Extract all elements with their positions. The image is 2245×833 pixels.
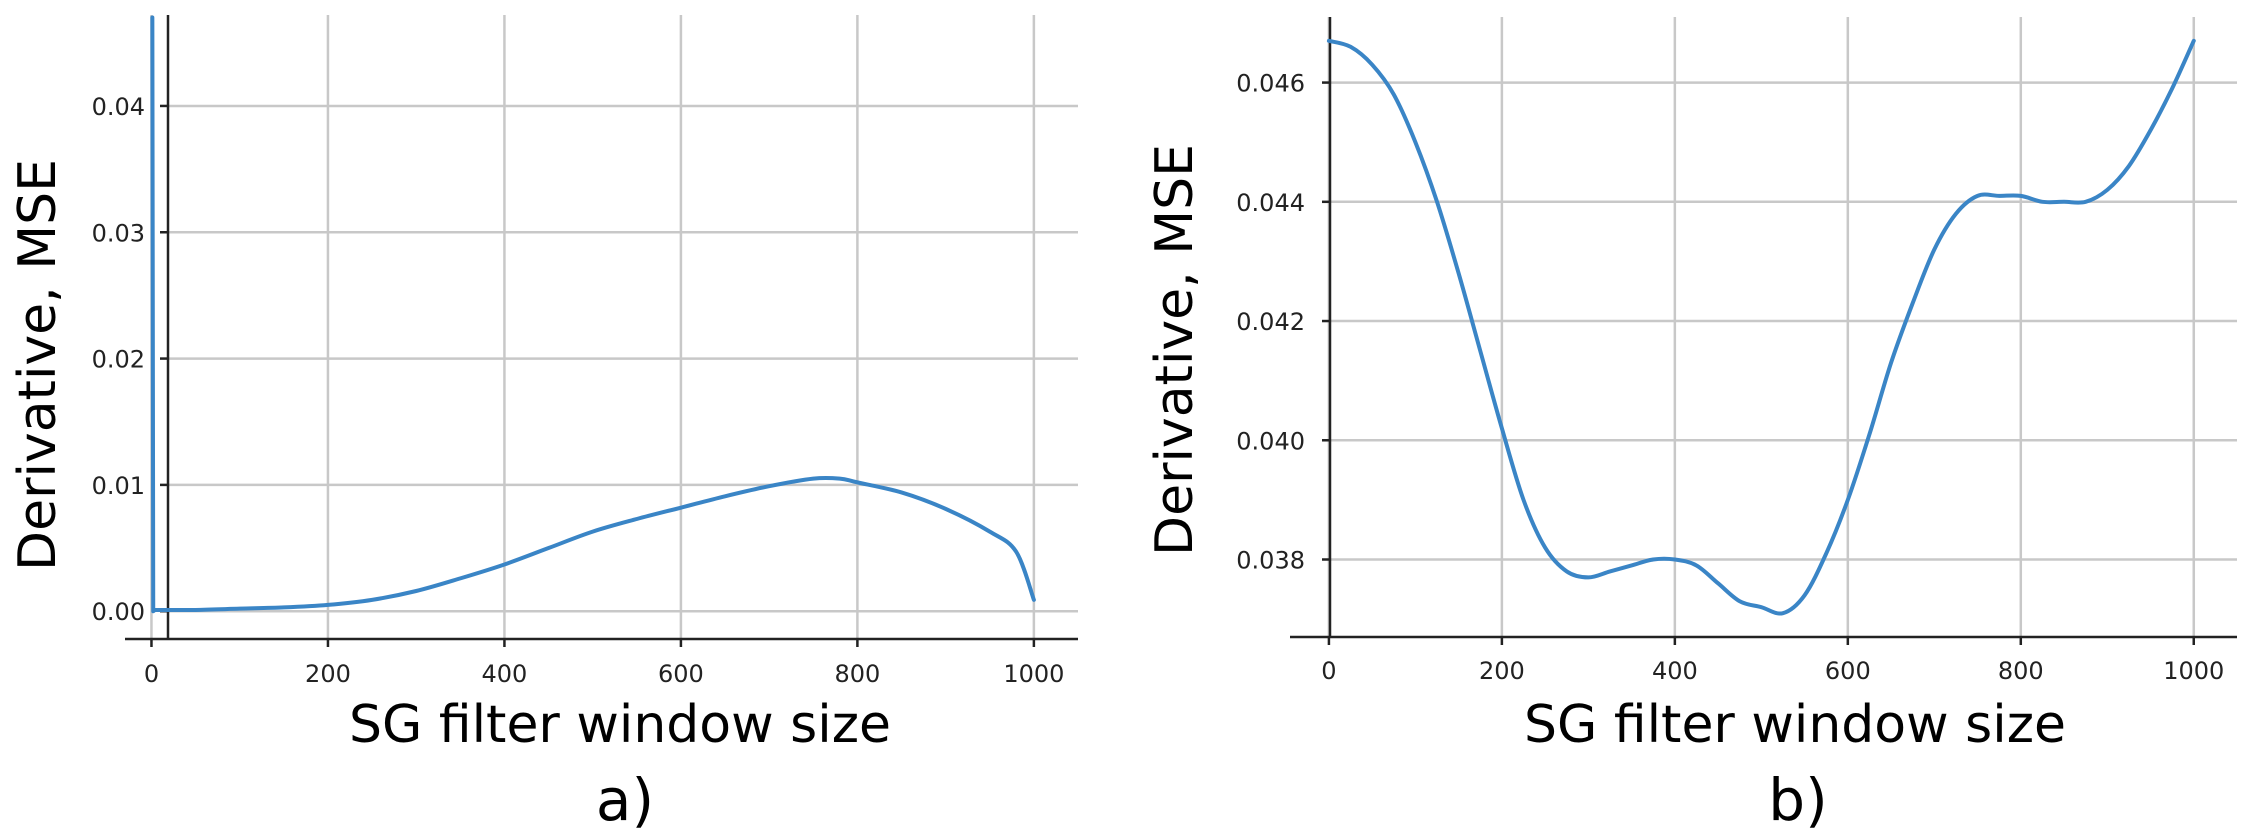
y-axis-label-b: Derivative, MSE xyxy=(1145,144,1205,556)
x-tick-label-b-2: 400 xyxy=(1652,657,1698,685)
y-axis-label-a: Derivative, MSE xyxy=(8,159,68,571)
y-tick-label-a-2: 0.02 xyxy=(92,346,145,374)
series-line-a-0 xyxy=(150,15,1036,614)
panel-label-b: b) xyxy=(1768,766,1827,833)
ticks-a: 0 200 400 600 800 1000 0.00 0.01 0.02 0.03 0.04 xyxy=(92,93,1065,688)
x-tick-label-b-3: 600 xyxy=(1825,657,1871,685)
ticks-b: 0 200 400 600 800 1000 0.038 0.040 0.042 0.044 0.0… xyxy=(1236,70,2224,685)
chart-panel-b: 0 200 400 600 800 1000 0.038 0.040 0.042 0.044 0.0… xyxy=(1145,17,2237,833)
x-axis-label-b: SG filter window size xyxy=(1524,695,2066,755)
y-tick-label-b-4: 0.046 xyxy=(1236,70,1305,98)
y-tick-label-a-0: 0.00 xyxy=(92,598,145,626)
y-tick-label-a-1: 0.01 xyxy=(92,472,145,500)
x-tick-label-a-0: 0 xyxy=(144,660,159,688)
x-tick-label-a-4: 800 xyxy=(834,660,880,688)
y-tick-label-b-2: 0.042 xyxy=(1236,308,1305,336)
gridlines-a xyxy=(150,15,1078,639)
y-tick-label-b-3: 0.044 xyxy=(1236,189,1305,217)
y-tick-label-b-1: 0.040 xyxy=(1236,427,1305,455)
x-axis-label-a: SG filter window size xyxy=(349,695,891,755)
y-tick-label-b-0: 0.038 xyxy=(1236,547,1305,575)
y-tick-label-a-4: 0.04 xyxy=(92,93,145,121)
x-tick-label-b-4: 800 xyxy=(1998,657,2044,685)
x-tick-label-b-0: 0 xyxy=(1321,657,1336,685)
x-tick-label-b-1: 200 xyxy=(1479,657,1525,685)
x-tick-label-a-1: 200 xyxy=(305,660,351,688)
axes-a xyxy=(125,15,1078,641)
x-tick-label-a-3: 600 xyxy=(658,660,704,688)
panel-label-a: a) xyxy=(596,766,654,833)
y-tick-label-a-3: 0.03 xyxy=(92,219,145,247)
x-tick-label-b-5: 1000 xyxy=(2163,657,2224,685)
series-line-b-0 xyxy=(1326,38,2196,616)
series-a xyxy=(150,15,1036,614)
gridlines-b xyxy=(1327,17,2237,637)
chart-panel-a: 0 200 400 600 800 1000 0.00 0.01 0.02 0.03 0.04 SG… xyxy=(8,15,1078,833)
x-tick-label-a-2: 400 xyxy=(482,660,528,688)
series-b xyxy=(1326,38,2196,616)
axes-b xyxy=(1290,17,2237,639)
x-tick-label-a-5: 1000 xyxy=(1003,660,1064,688)
